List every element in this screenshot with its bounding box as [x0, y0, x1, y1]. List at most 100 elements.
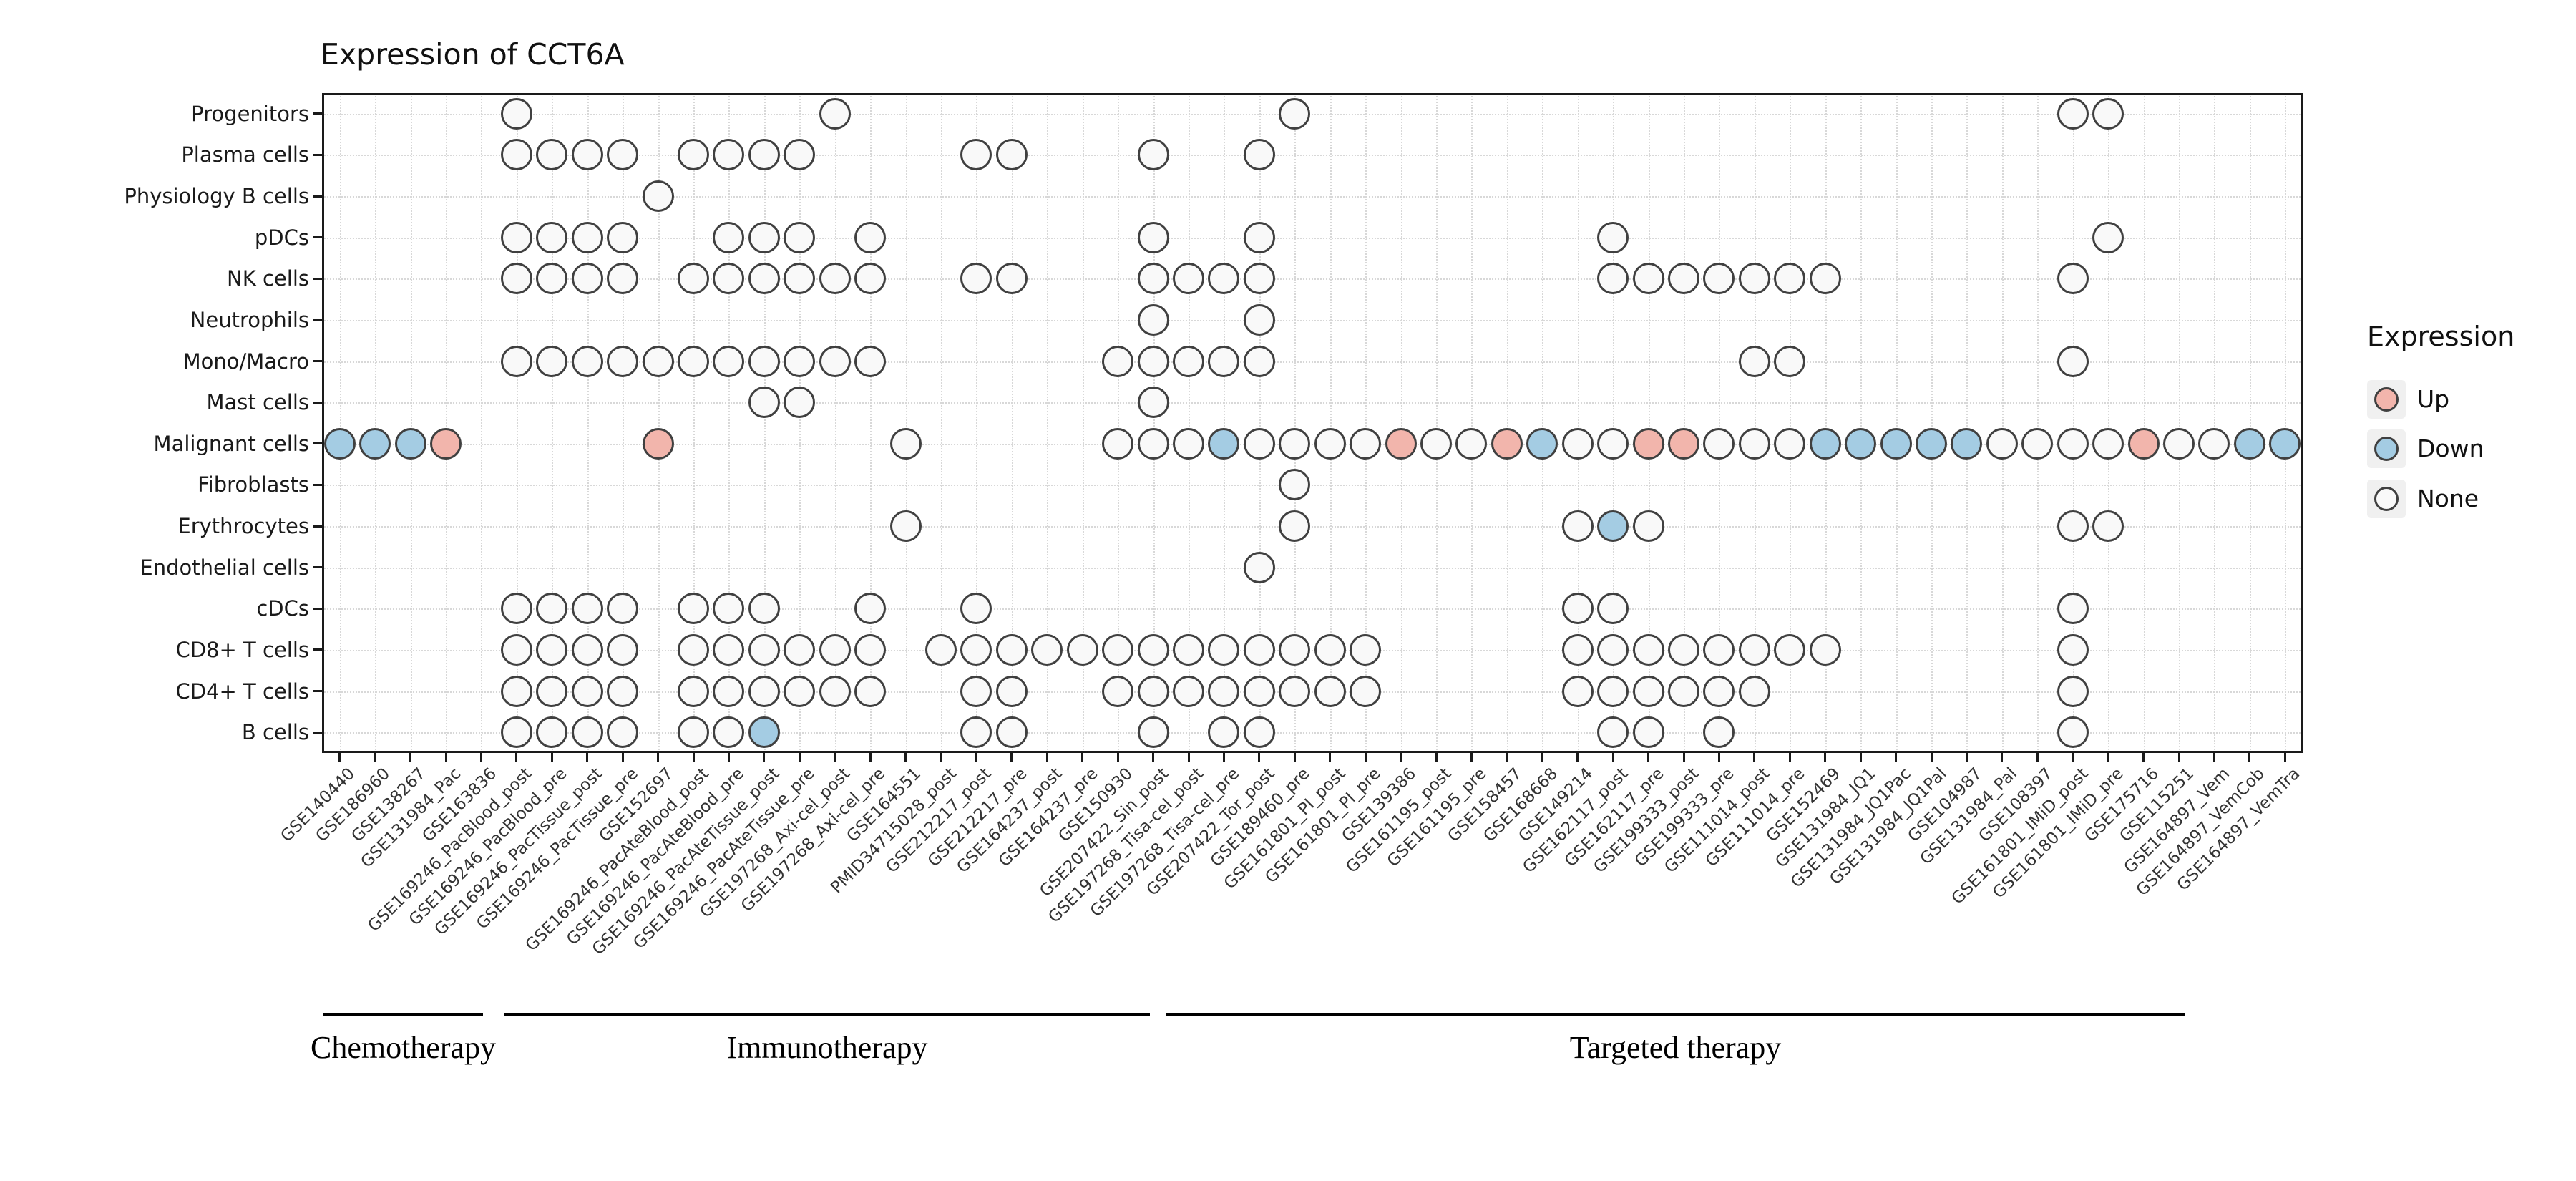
gridline-vertical — [1047, 93, 1049, 753]
legend-item-label: Down — [2417, 434, 2484, 462]
expression-dot-none — [960, 633, 992, 666]
gridline-vertical — [2108, 93, 2110, 753]
expression-dot-none — [784, 633, 816, 666]
expression-dot-none — [1561, 427, 1594, 460]
expression-dot-none — [2198, 427, 2230, 460]
x-axis-tick — [479, 753, 482, 762]
expression-dot-none — [1031, 633, 1063, 666]
expression-dot-none — [607, 675, 639, 707]
y-axis-label: Malignant cells — [153, 431, 309, 456]
expression-dot-none — [536, 633, 568, 666]
legend-circle-up — [2374, 387, 2399, 412]
expression-dot-none — [1243, 716, 1275, 749]
expression-dot-none — [500, 716, 532, 749]
expression-dot-none — [1809, 263, 1841, 295]
expression-dot-none — [1243, 303, 1275, 336]
gridline-vertical — [1471, 93, 1473, 753]
gridline-vertical — [1400, 93, 1402, 753]
expression-dot-none — [1243, 551, 1275, 583]
expression-dot-none — [1102, 675, 1134, 707]
expression-dot-none — [748, 675, 780, 707]
gridline-vertical — [1330, 93, 1332, 753]
expression-dot-none — [1208, 716, 1240, 749]
gridline-horizontal — [322, 526, 2303, 528]
gridline-vertical — [1825, 93, 1827, 753]
expression-dot-none — [678, 716, 709, 749]
gridline-vertical — [1365, 93, 1367, 753]
gridline-vertical — [941, 93, 942, 753]
expression-dot-none — [748, 139, 780, 171]
expression-dot-none — [854, 675, 887, 707]
expression-dot-up — [1385, 427, 1417, 460]
expression-dot-none — [678, 633, 709, 666]
expression-dot-none — [1632, 263, 1664, 295]
expression-dot-none — [960, 716, 992, 749]
expression-dot-none — [1243, 345, 1275, 377]
expression-dot-none — [1420, 427, 1452, 460]
gridline-vertical — [375, 93, 377, 753]
gridline-vertical — [870, 93, 872, 753]
therapy-group-line — [1166, 1013, 2185, 1016]
expression-dot-none — [1208, 633, 1240, 666]
gridline-vertical — [1436, 93, 1438, 753]
expression-dot-none — [1137, 303, 1169, 336]
therapy-group-label: Chemotherapy — [310, 1030, 497, 1065]
expression-dot-none — [2057, 263, 2089, 295]
gridline-vertical — [339, 93, 341, 753]
expression-dot-down — [1526, 427, 1558, 460]
gridline-vertical — [2143, 93, 2145, 753]
expression-dot-none — [536, 221, 568, 253]
expression-dot-none — [1597, 633, 1629, 666]
x-axis-tick — [2248, 753, 2251, 762]
expression-dot-none — [854, 221, 887, 253]
gridline-horizontal — [322, 278, 2303, 281]
expression-dot-none — [1314, 427, 1346, 460]
expression-dot-none — [1243, 139, 1275, 171]
y-axis-label: Mast cells — [206, 390, 310, 415]
expression-dot-none — [2092, 510, 2124, 543]
expression-dot-none — [2057, 345, 2089, 377]
expression-dot-none — [1137, 387, 1169, 419]
expression-dot-up — [1491, 427, 1523, 460]
expression-dot-none — [748, 263, 780, 295]
expression-dot-none — [1173, 427, 1204, 460]
y-axis-label: B cells — [241, 720, 309, 745]
expression-dot-none — [1279, 97, 1311, 130]
expression-dot-none — [1561, 633, 1594, 666]
gridline-vertical — [1224, 93, 1226, 753]
expression-dot-none — [1774, 633, 1806, 666]
expression-dot-none — [2092, 221, 2124, 253]
expression-dot-none — [713, 633, 745, 666]
expression-dot-none — [1597, 675, 1629, 707]
expression-dot-none — [748, 387, 780, 419]
y-axis-label: Physiology B cells — [124, 184, 309, 209]
expression-dot-none — [1774, 263, 1806, 295]
gridline-vertical — [2214, 93, 2216, 753]
expression-dot-none — [642, 345, 674, 377]
expression-dot-none — [1243, 633, 1275, 666]
expression-dot-none — [500, 139, 532, 171]
expression-dot-none — [1738, 345, 1770, 377]
expression-dot-none — [1243, 427, 1275, 460]
x-axis-tick — [1187, 753, 1190, 762]
expression-dot-none — [995, 263, 1028, 295]
expression-dot-down — [748, 716, 780, 749]
gridline-vertical — [1082, 93, 1084, 753]
expression-dot-none — [1102, 345, 1134, 377]
expression-dot-none — [1137, 139, 1169, 171]
expression-dot-none — [1314, 633, 1346, 666]
x-axis-tick — [975, 753, 977, 762]
gridline-vertical — [763, 93, 766, 753]
expression-dot-none — [571, 263, 603, 295]
y-axis-label: Neutrophils — [190, 307, 309, 332]
x-axis-tick — [1364, 753, 1367, 762]
gridline-horizontal — [322, 649, 2303, 651]
y-axis-label: Erythrocytes — [177, 514, 309, 539]
y-axis-tick — [313, 153, 322, 156]
x-axis-tick — [2072, 753, 2074, 762]
expression-dot-none — [784, 139, 816, 171]
expression-dot-none — [960, 263, 992, 295]
y-axis-tick — [313, 112, 322, 115]
x-axis-tick — [763, 753, 766, 762]
y-axis-tick — [313, 360, 322, 363]
